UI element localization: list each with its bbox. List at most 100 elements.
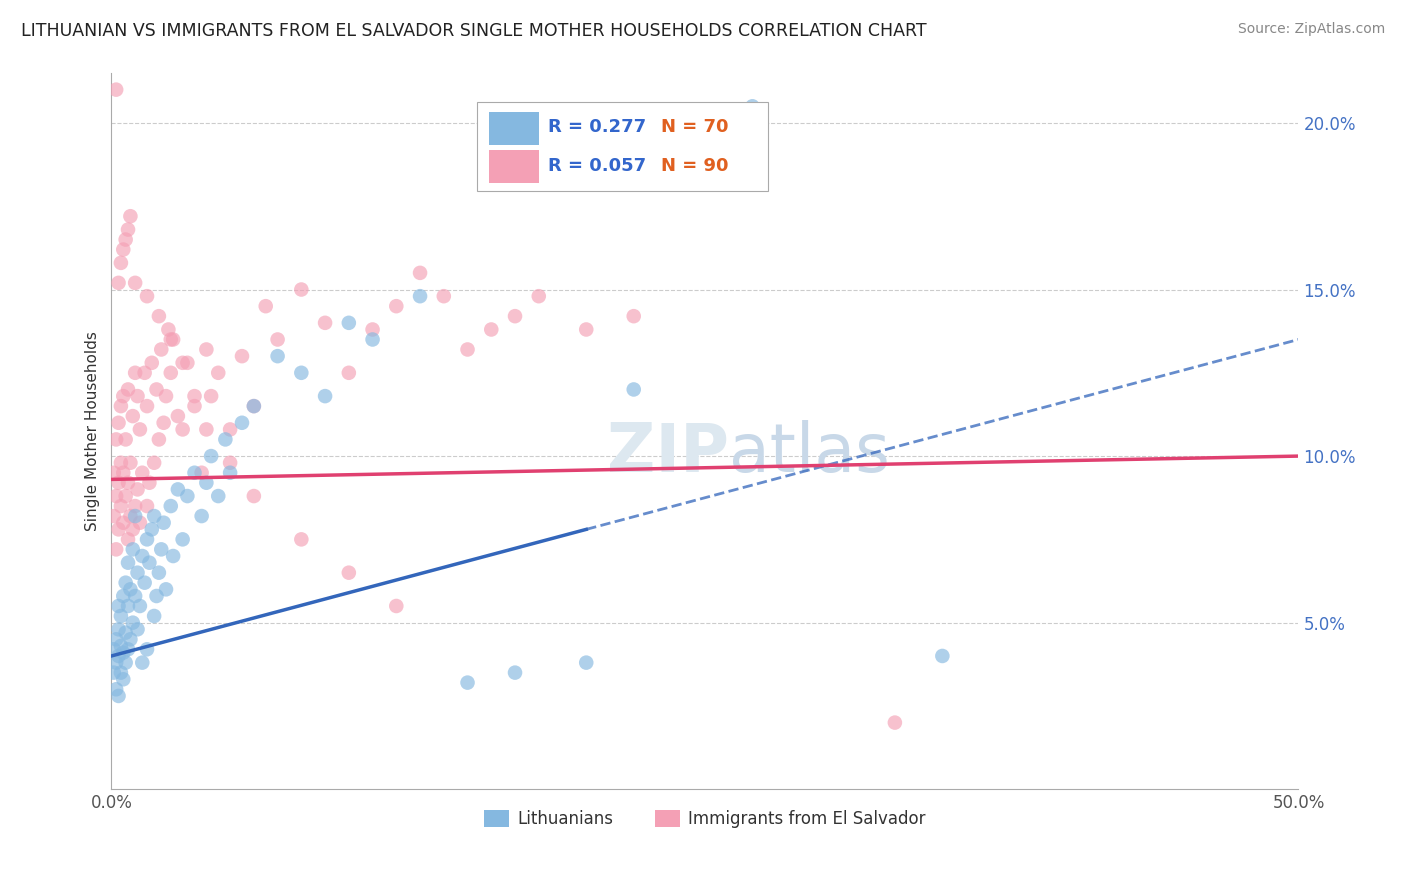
Point	[117, 533, 139, 547]
Text: N = 90: N = 90	[661, 157, 728, 175]
Point	[183, 466, 205, 480]
Point	[361, 333, 384, 347]
Point	[145, 589, 167, 603]
Point	[243, 399, 266, 413]
Point	[134, 366, 156, 380]
Point	[385, 599, 408, 613]
Point	[136, 399, 159, 413]
Point	[124, 366, 146, 380]
Legend: Lithuanians, Immigrants from El Salvador: Lithuanians, Immigrants from El Salvador	[478, 803, 932, 835]
Point	[124, 276, 146, 290]
Point	[231, 349, 253, 363]
Point	[129, 599, 152, 613]
Text: R = 0.057: R = 0.057	[548, 157, 647, 175]
Point	[214, 433, 236, 447]
Point	[337, 366, 360, 380]
Point	[148, 309, 170, 323]
FancyBboxPatch shape	[477, 102, 768, 191]
Point	[183, 399, 205, 413]
Point	[110, 399, 132, 413]
Point	[148, 433, 170, 447]
Point	[575, 322, 598, 336]
Point	[107, 522, 129, 536]
Point	[117, 222, 139, 236]
Point	[124, 499, 146, 513]
Point	[290, 283, 312, 297]
Text: ZIP: ZIP	[607, 419, 728, 485]
Point	[107, 689, 129, 703]
Point	[120, 582, 142, 597]
Point	[112, 673, 135, 687]
Point	[129, 422, 152, 436]
Point	[121, 409, 143, 423]
Point	[219, 466, 242, 480]
Point	[131, 549, 153, 563]
Point	[136, 499, 159, 513]
Point	[110, 256, 132, 270]
Point	[105, 632, 128, 647]
Point	[159, 333, 181, 347]
Point	[195, 422, 218, 436]
Point	[112, 516, 135, 530]
Point	[152, 416, 174, 430]
Point	[121, 615, 143, 630]
Point	[124, 589, 146, 603]
Point	[503, 665, 526, 680]
Point	[114, 625, 136, 640]
Point	[143, 509, 166, 524]
Point	[157, 322, 180, 336]
Point	[110, 499, 132, 513]
Point	[131, 466, 153, 480]
Point	[190, 509, 212, 524]
Point	[105, 433, 128, 447]
Point	[117, 383, 139, 397]
Point	[243, 489, 266, 503]
Point	[190, 466, 212, 480]
Point	[150, 542, 173, 557]
Point	[114, 489, 136, 503]
Point	[120, 456, 142, 470]
Point	[254, 299, 277, 313]
Point	[112, 243, 135, 257]
Point	[219, 456, 242, 470]
Point	[167, 409, 190, 423]
Point	[112, 589, 135, 603]
Point	[141, 522, 163, 536]
Point	[155, 582, 177, 597]
Point	[117, 642, 139, 657]
FancyBboxPatch shape	[489, 151, 538, 183]
Point	[159, 499, 181, 513]
FancyBboxPatch shape	[489, 112, 538, 145]
Point	[105, 489, 128, 503]
Point	[120, 209, 142, 223]
Point	[883, 715, 905, 730]
Point	[155, 389, 177, 403]
Point	[107, 648, 129, 663]
Point	[195, 343, 218, 357]
Point	[314, 389, 336, 403]
Point	[114, 656, 136, 670]
Point	[290, 533, 312, 547]
Point	[107, 623, 129, 637]
Point	[183, 389, 205, 403]
Point	[138, 556, 160, 570]
Point	[172, 533, 194, 547]
Point	[200, 449, 222, 463]
Point	[337, 316, 360, 330]
Point	[105, 542, 128, 557]
Point	[103, 665, 125, 680]
Point	[105, 82, 128, 96]
Point	[409, 289, 432, 303]
Point	[623, 383, 645, 397]
Point	[266, 349, 288, 363]
Text: R = 0.277: R = 0.277	[548, 118, 647, 136]
Point	[110, 456, 132, 470]
Point	[138, 475, 160, 490]
Point	[107, 475, 129, 490]
Point	[290, 366, 312, 380]
Point	[105, 656, 128, 670]
Point	[134, 575, 156, 590]
Point	[110, 665, 132, 680]
Point	[176, 489, 198, 503]
Point	[112, 466, 135, 480]
